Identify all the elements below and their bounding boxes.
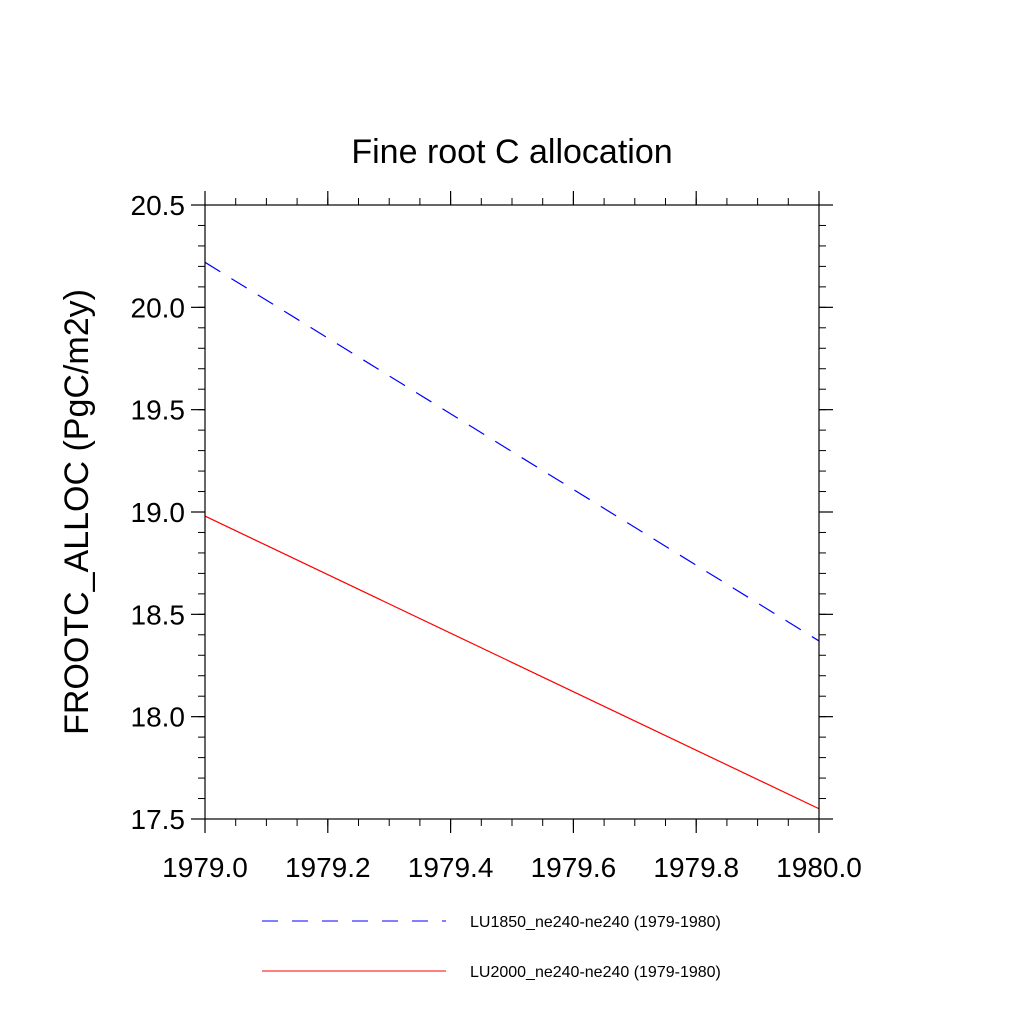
x-tick-label: 1979.0: [162, 852, 248, 883]
y-tick-label: 19.0: [131, 497, 186, 528]
x-tick-label: 1979.6: [531, 852, 617, 883]
y-tick-label: 20.0: [131, 292, 186, 323]
tick-labels-layer: 1979.0 1979.2 1979.4 1979.6 1979.8 1980.0 17.5…: [131, 190, 862, 883]
chart-title: Fine root C allocation: [351, 133, 672, 171]
legend-label-2: LU2000_ne240-ne240 (1979-1980): [470, 964, 721, 981]
y-tick-label: 18.0: [131, 702, 186, 733]
y-tick-label: 19.5: [131, 395, 186, 426]
legend: LU1850_ne240-ne240 (1979-1980) LU2000_ne2…: [262, 914, 721, 981]
series-line-1: [204, 261, 820, 642]
y-tick-label: 18.5: [131, 599, 186, 630]
x-tick-label: 1979.4: [408, 852, 494, 883]
legend-label-1: LU1850_ne240-ne240 (1979-1980): [470, 914, 721, 931]
y-tick-label: 20.5: [131, 190, 186, 221]
x-tick-label: 1980.0: [776, 852, 862, 883]
y-axis-label: FROOTC_ALLOC (PgC/m2y): [58, 289, 96, 735]
plot-frame: [204, 204, 820, 820]
x-tick-label: 1979.2: [285, 852, 371, 883]
ticks-layer: [191, 191, 833, 833]
series-line-2: [204, 515, 820, 810]
series-layer: [204, 261, 820, 810]
y-tick-label: 17.5: [131, 804, 186, 835]
x-tick-label: 1979.8: [653, 852, 739, 883]
